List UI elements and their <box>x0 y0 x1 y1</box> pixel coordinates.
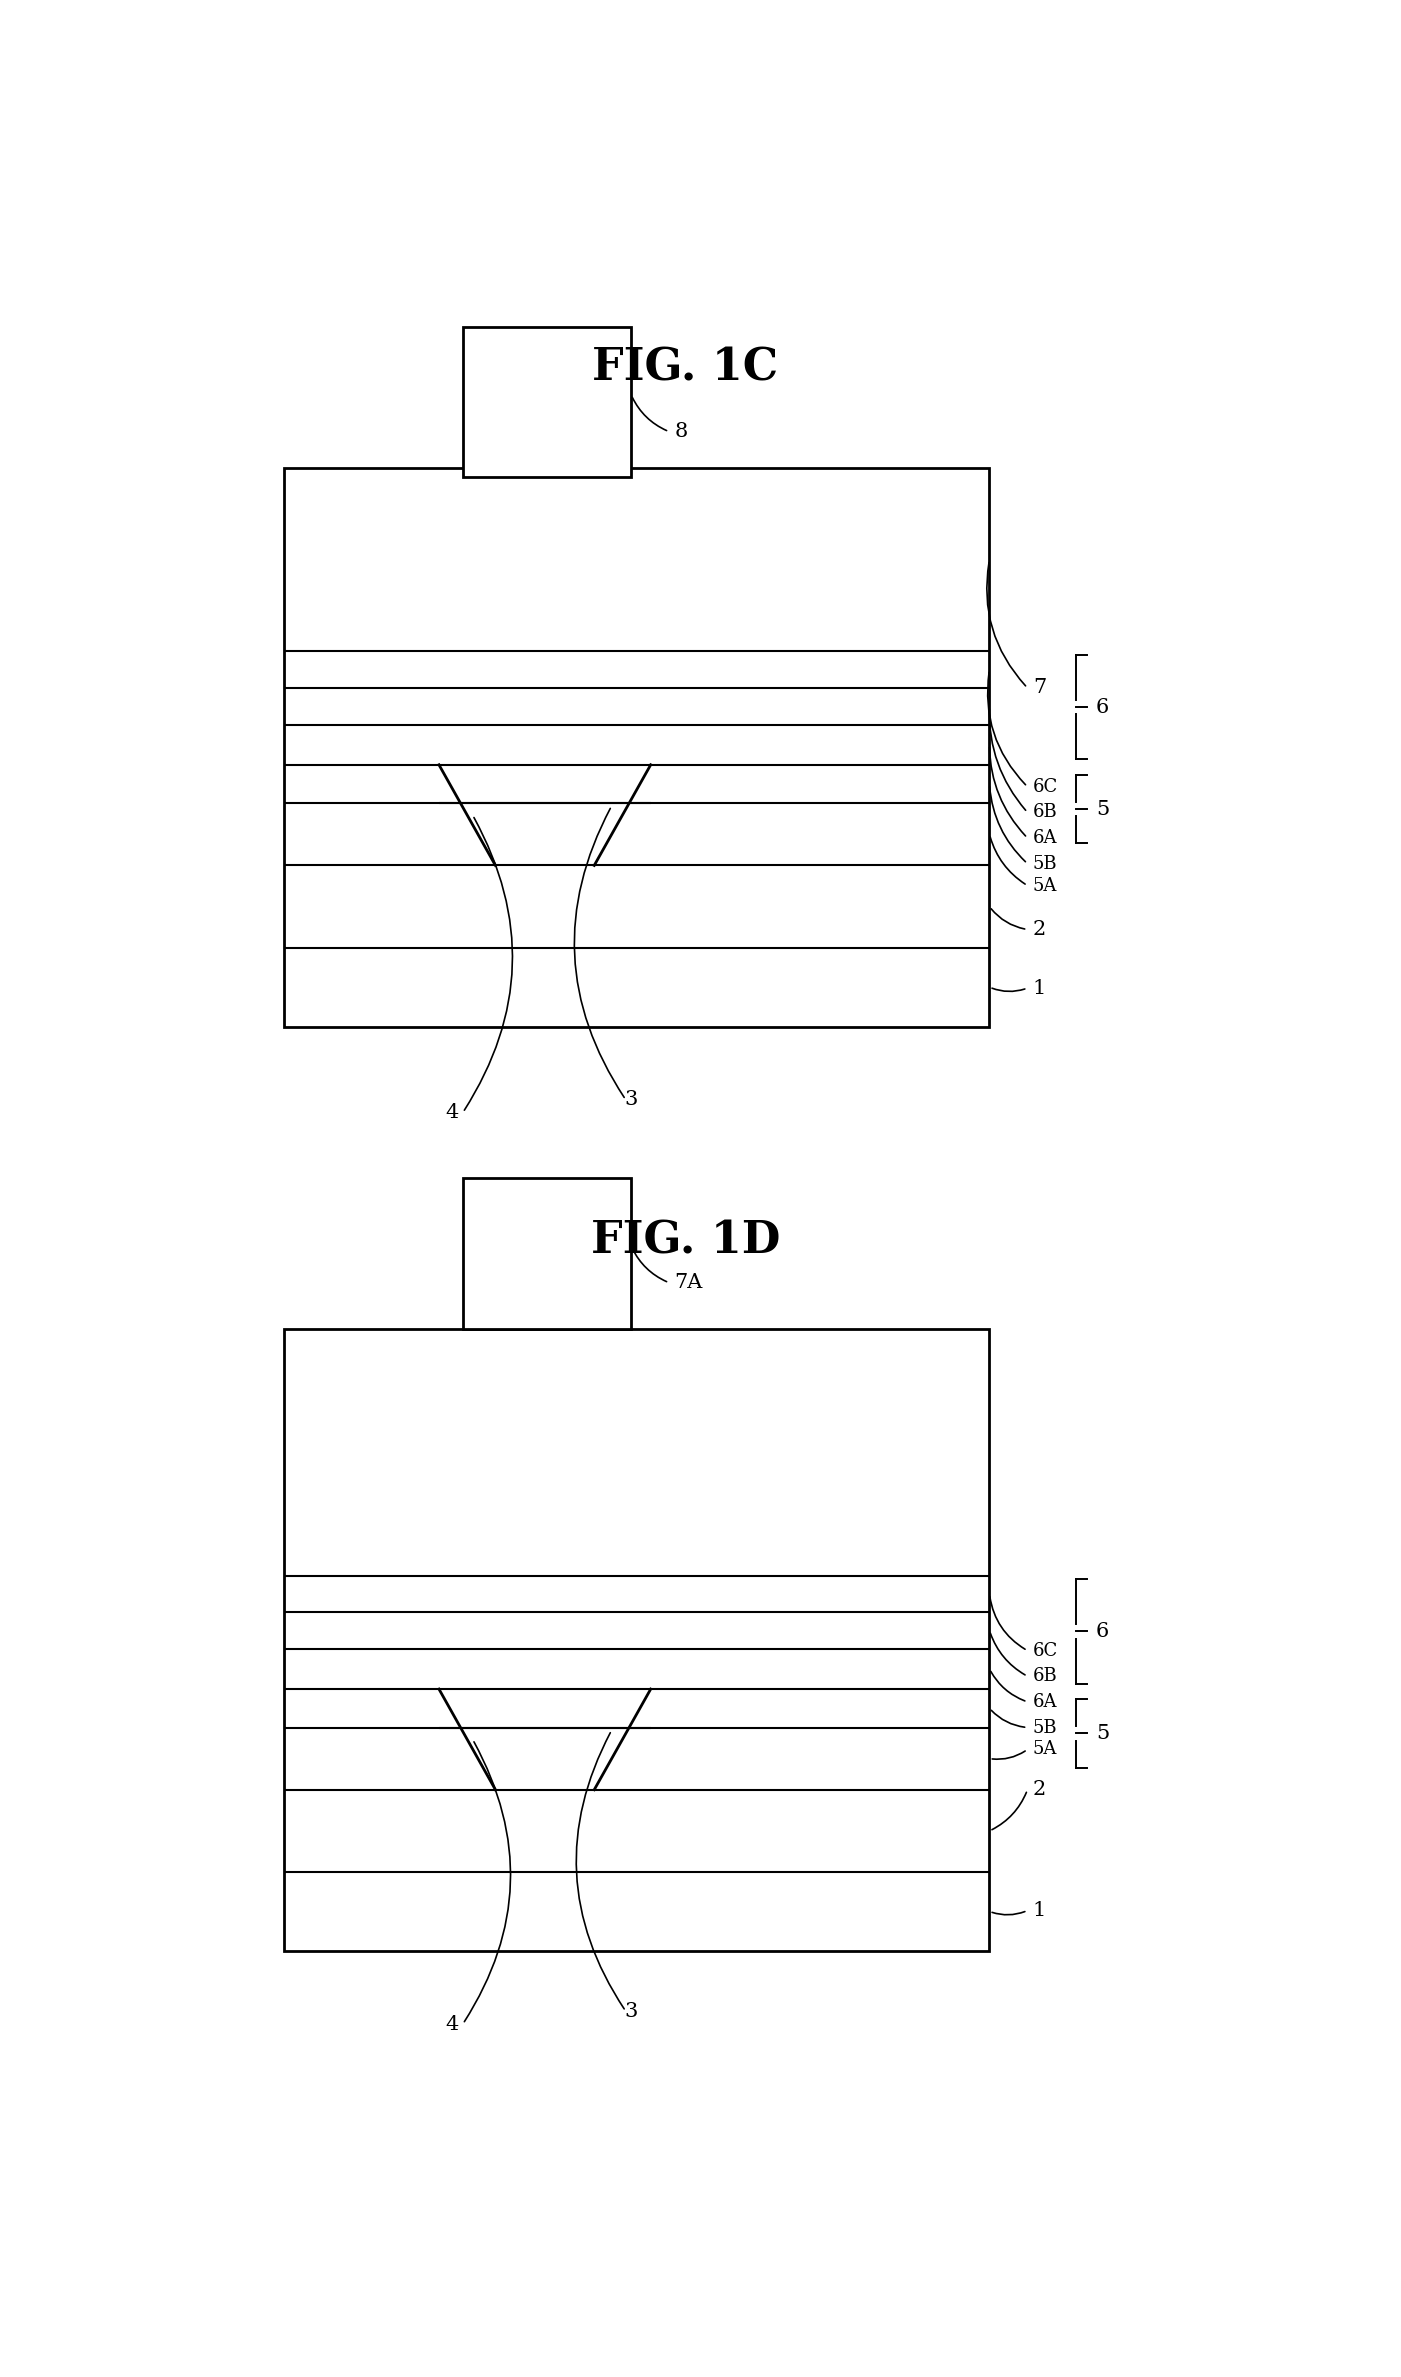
Text: 1: 1 <box>1033 1902 1047 1921</box>
Text: 5B: 5B <box>1033 1719 1058 1738</box>
Bar <box>462 1179 632 1329</box>
Text: 6C: 6C <box>1033 1643 1058 1659</box>
Text: 5A: 5A <box>1033 877 1058 894</box>
Text: 3: 3 <box>625 1091 637 1110</box>
Text: 4: 4 <box>446 1103 458 1122</box>
Bar <box>283 468 989 1027</box>
Text: 7A: 7A <box>675 1274 703 1293</box>
Text: FIG. 1C: FIG. 1C <box>593 347 779 390</box>
Text: 6C: 6C <box>1033 777 1058 796</box>
Bar <box>462 328 632 478</box>
Text: 7: 7 <box>1033 677 1047 696</box>
Text: FIG. 1D: FIG. 1D <box>591 1219 780 1262</box>
Bar <box>283 1329 989 1952</box>
Text: 5A: 5A <box>1033 1740 1058 1759</box>
Text: 5: 5 <box>1096 1723 1110 1742</box>
Text: 4: 4 <box>446 2016 458 2032</box>
Text: 8: 8 <box>675 423 688 442</box>
Text: 5B: 5B <box>1033 856 1058 872</box>
Text: 2: 2 <box>1033 1780 1047 1799</box>
Text: 6: 6 <box>1096 1621 1110 1640</box>
Text: 2: 2 <box>1033 920 1047 939</box>
Text: 6B: 6B <box>1033 803 1058 822</box>
Text: 6A: 6A <box>1033 1692 1058 1711</box>
Text: 1: 1 <box>1033 979 1047 998</box>
Text: 3: 3 <box>625 2001 637 2020</box>
Text: 5: 5 <box>1096 799 1110 818</box>
Text: 6B: 6B <box>1033 1666 1058 1685</box>
Text: 6: 6 <box>1096 696 1110 715</box>
Text: 6A: 6A <box>1033 830 1058 846</box>
